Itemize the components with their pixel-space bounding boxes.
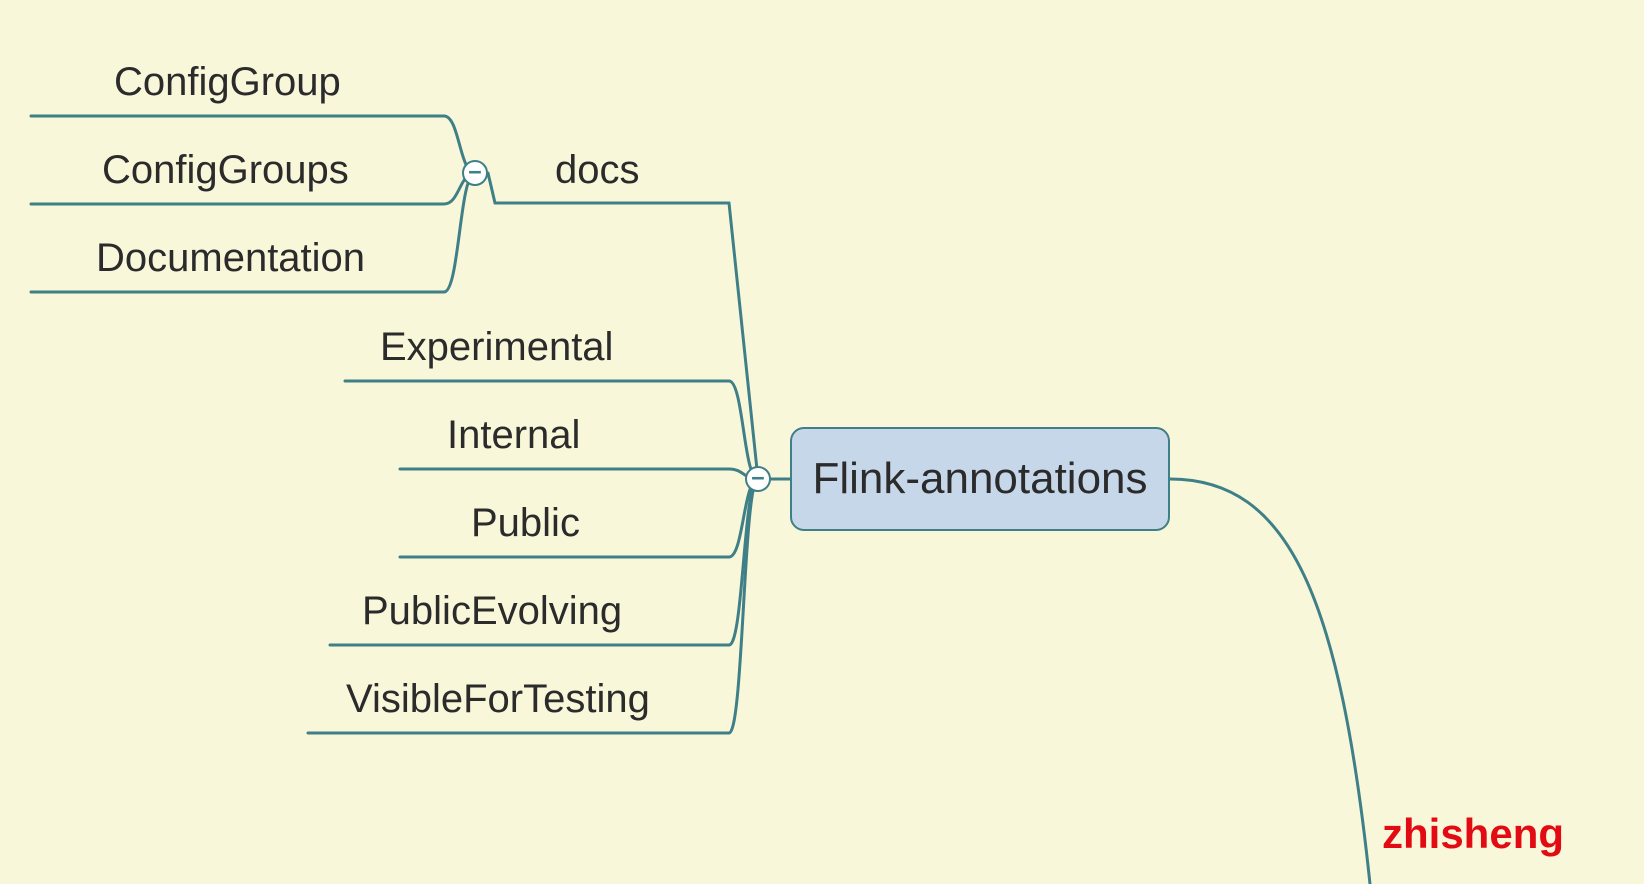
leaf-label: ConfigGroups [102,148,349,192]
leaf-label: Experimental [380,325,613,369]
leaf-label: VisibleForTesting [346,677,650,721]
leaf-documentation[interactable]: Documentation [96,236,365,281]
leaf-experimental[interactable]: Experimental [380,325,613,370]
leaf-label: Public [471,501,580,545]
minus-icon: − [468,161,482,184]
watermark: zhisheng [1382,810,1564,858]
branch-docs[interactable]: docs [555,148,640,193]
leaf-visiblefortesting[interactable]: VisibleForTesting [346,677,650,722]
root-node[interactable]: Flink-annotations [790,427,1170,531]
collapse-button-root[interactable]: − [745,466,771,492]
minus-icon: − [751,467,765,490]
leaf-internal[interactable]: Internal [447,413,580,458]
branch-docs-label: docs [555,148,640,192]
leaf-publicevolving[interactable]: PublicEvolving [362,589,622,634]
leaf-label: ConfigGroup [114,60,341,104]
collapse-button-docs[interactable]: − [462,160,488,186]
leaf-configgroup[interactable]: ConfigGroup [114,60,341,105]
leaf-label: Internal [447,413,580,457]
mindmap-canvas: Flink-annotations − docs − ConfigGroup C… [0,0,1644,884]
leaf-label: Documentation [96,236,365,280]
watermark-text: zhisheng [1382,810,1564,857]
leaf-public[interactable]: Public [471,501,580,546]
leaf-configgroups[interactable]: ConfigGroups [102,148,349,193]
leaf-label: PublicEvolving [362,589,622,633]
root-label: Flink-annotations [812,454,1147,504]
